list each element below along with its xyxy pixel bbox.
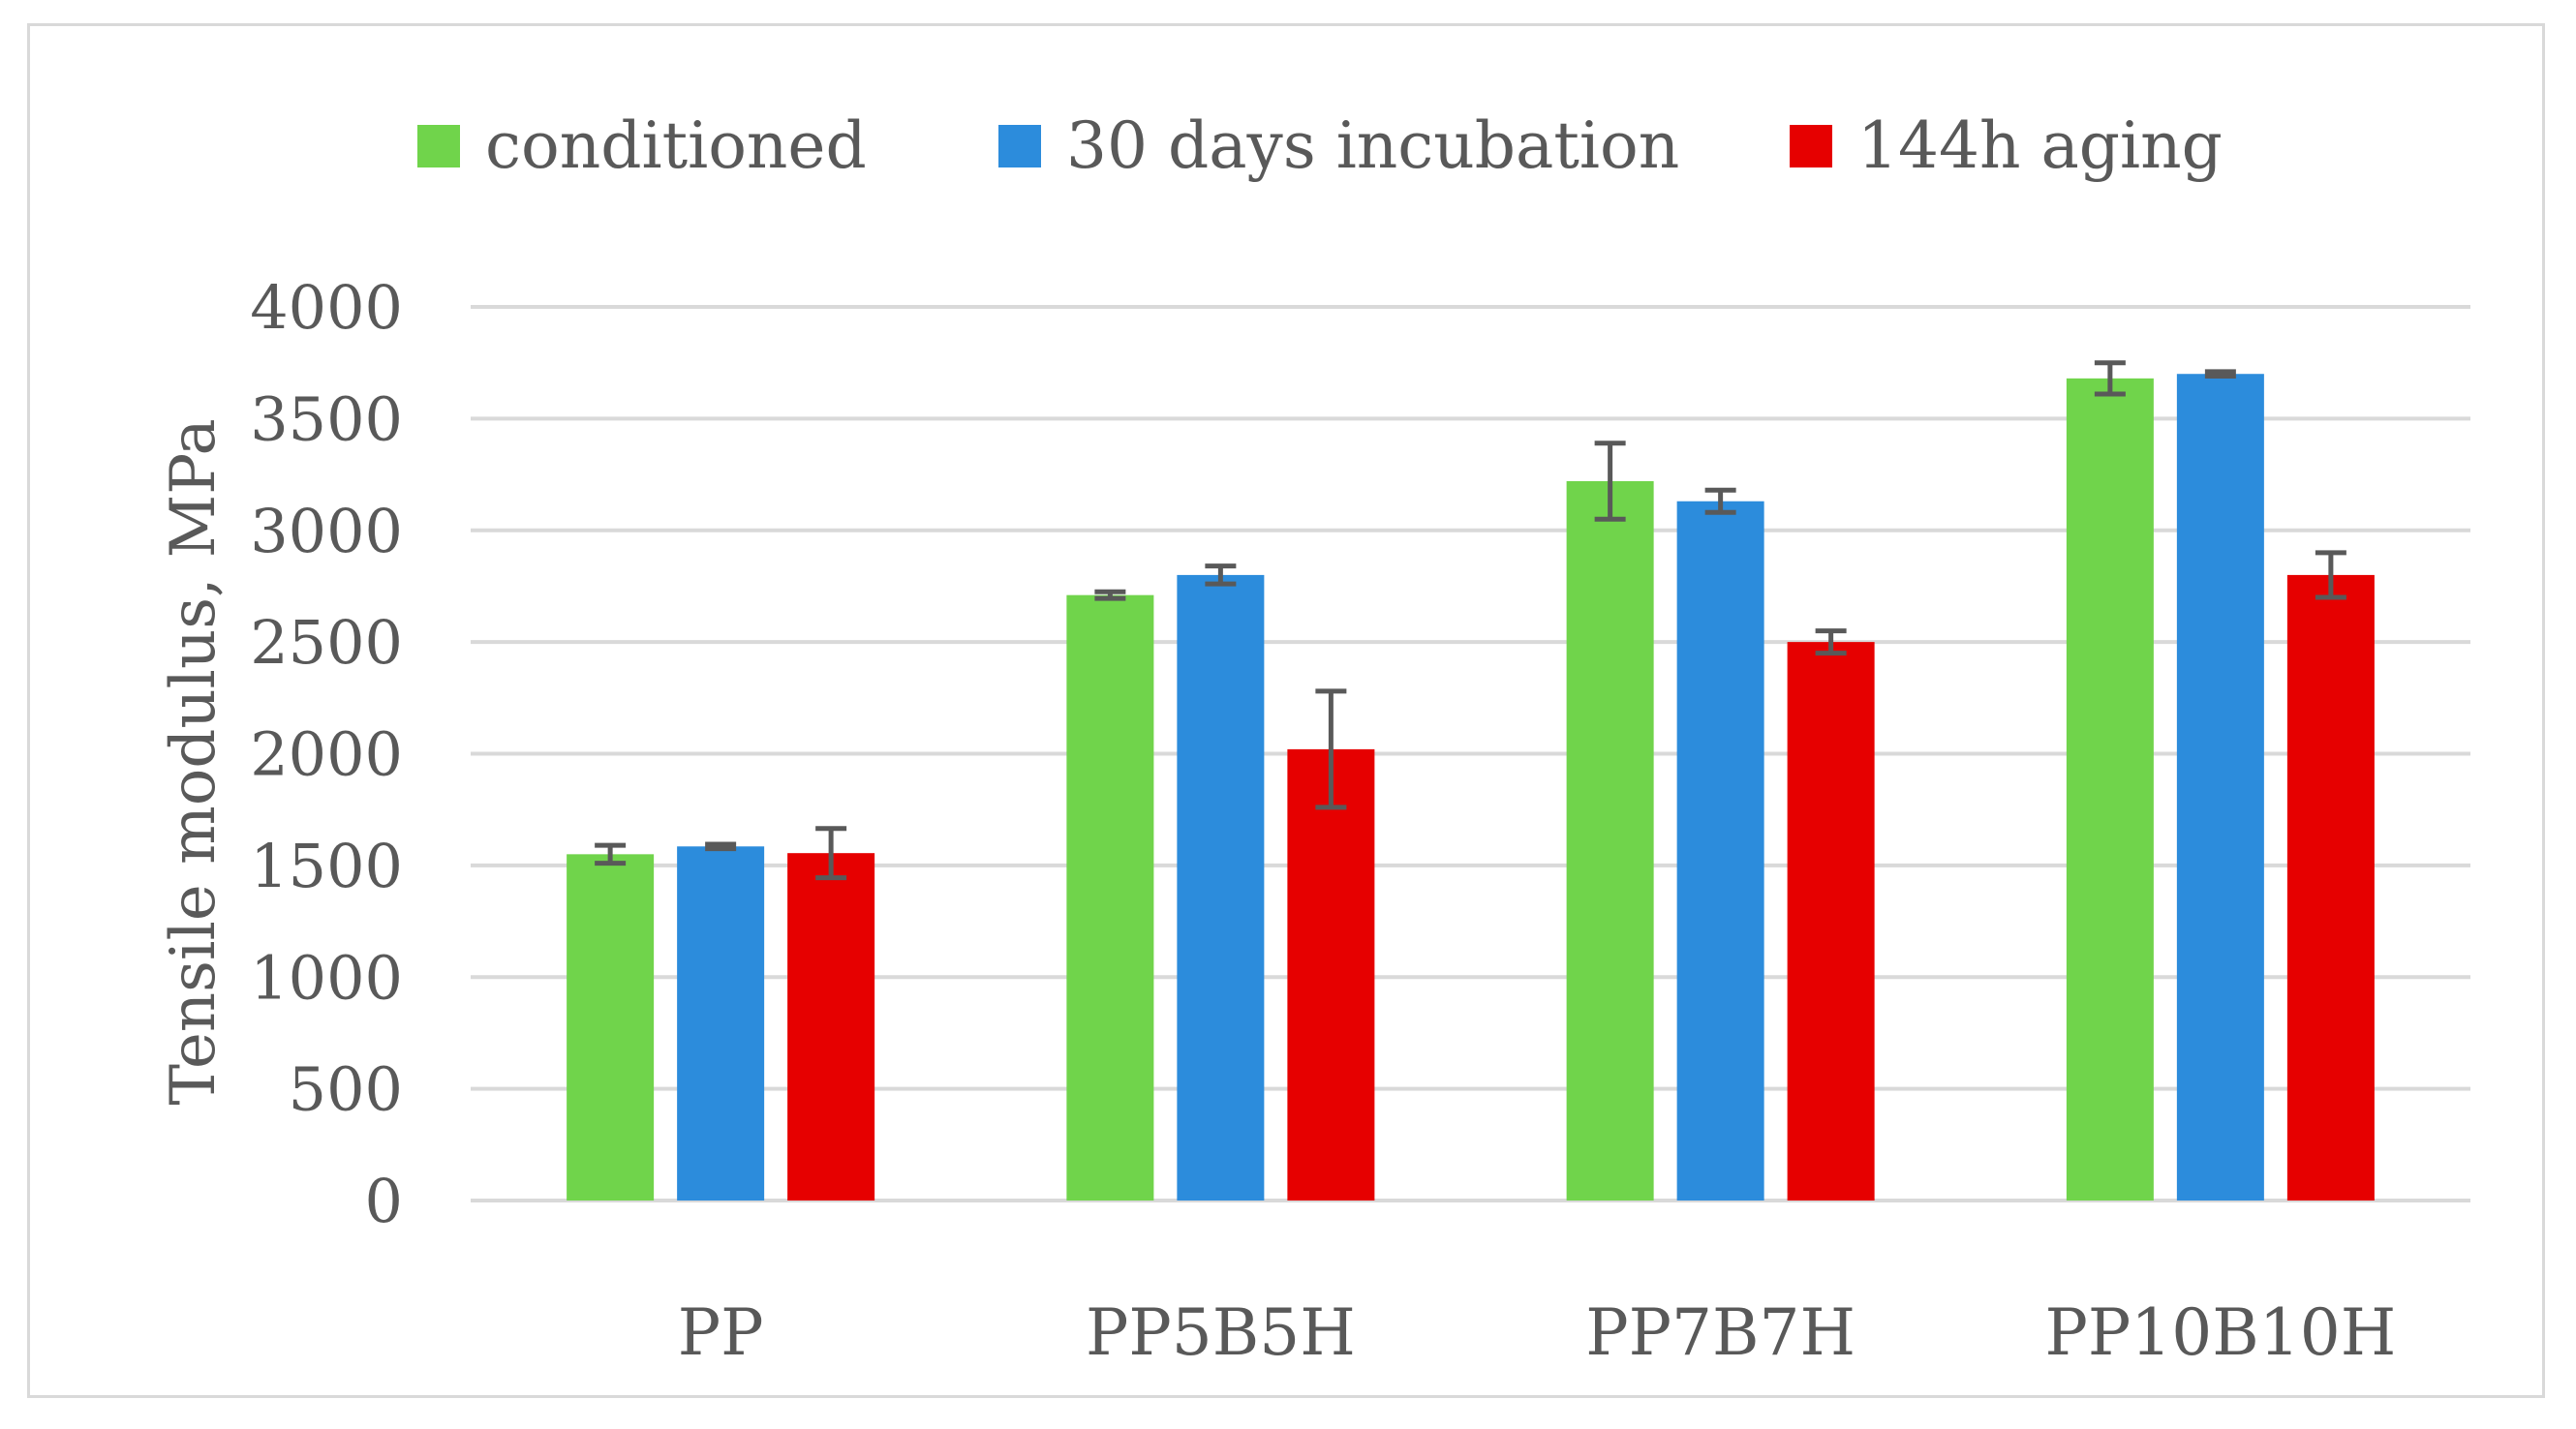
- bar-pp-30-days-incubation: [677, 846, 765, 1201]
- bar-chart: conditioned 30 days incubation 144h aging …: [158, 108, 2470, 1370]
- legend-swatch-conditioned: [417, 125, 460, 167]
- gridlines: [471, 305, 2470, 1202]
- bar-pp7b7h-144h-aging: [1787, 642, 1875, 1201]
- error-bar-pp-144h-aging: [815, 826, 847, 881]
- x-tick-label-pp10b10h: PP10B10H: [2044, 1295, 2396, 1370]
- legend-swatch-144h-aging: [1790, 125, 1832, 167]
- bar-pp10b10h-conditioned: [2066, 378, 2154, 1201]
- error-bar-pp10b10h-30-days-incubation: [2204, 369, 2236, 380]
- bar-pp7b7h-30-days-incubation: [1676, 501, 1764, 1201]
- legend-label-144h-aging: 144h aging: [1857, 108, 2223, 183]
- y-tick-label-3000: 3000: [250, 496, 403, 566]
- y-tick-label-3500: 3500: [250, 383, 403, 454]
- error-bar-pp5b5h-conditioned: [1094, 589, 1126, 601]
- error-bar-pp5b5h-30-days-incubation: [1205, 563, 1237, 587]
- y-tick-label-1500: 1500: [250, 831, 403, 901]
- bar-pp7b7h-conditioned: [1566, 480, 1654, 1201]
- bar-pp10b10h-144h-aging: [2286, 574, 2375, 1201]
- legend-swatch-30-days-incubation: [998, 125, 1041, 167]
- x-tick-label-pp5b5h: PP5B5H: [1086, 1295, 1356, 1370]
- y-tick-label-2500: 2500: [250, 607, 403, 678]
- y-tick-label-2000: 2000: [250, 719, 403, 790]
- error-bars: [595, 360, 2346, 881]
- x-tick-label-pp7b7h: PP7B7H: [1585, 1295, 1855, 1370]
- y-axis-title: Tensile modulus, MPa: [158, 418, 230, 1105]
- x-axis-labels: PP PP5B5H PP7B7H PP10B10H: [678, 1295, 2397, 1370]
- bar-pp5b5h-conditioned: [1066, 594, 1154, 1201]
- error-bar-pp7b7h-30-days-incubation: [1704, 487, 1736, 515]
- chart-frame: conditioned 30 days incubation 144h aging …: [27, 23, 2545, 1398]
- y-tick-label-1000: 1000: [250, 942, 403, 1013]
- bar-pp10b10h-30-days-incubation: [2176, 374, 2264, 1201]
- legend: conditioned 30 days incubation 144h aging: [417, 108, 2223, 183]
- bar-pp-144h-aging: [787, 853, 875, 1201]
- y-tick-label-0: 0: [365, 1166, 403, 1236]
- error-bar-pp-conditioned: [595, 842, 627, 867]
- error-bar-pp10b10h-conditioned: [2094, 360, 2126, 397]
- y-axis-ticks: 0 500 1000 1500 2000 2500 3000 3500 4000: [250, 272, 403, 1236]
- error-bar-pp7b7h-144h-aging: [1815, 628, 1847, 656]
- error-bar-pp-30-days-incubation: [705, 841, 737, 852]
- y-tick-label-500: 500: [289, 1054, 403, 1125]
- error-bar-pp10b10h-144h-aging: [2315, 550, 2346, 600]
- bar-pp5b5h-144h-aging: [1287, 748, 1375, 1201]
- bars: [567, 374, 2375, 1201]
- y-tick-label-4000: 4000: [250, 272, 403, 343]
- legend-label-30-days-incubation: 30 days incubation: [1066, 108, 1679, 183]
- error-bar-pp7b7h-conditioned: [1594, 441, 1626, 522]
- bar-pp5b5h-30-days-incubation: [1177, 574, 1265, 1201]
- bar-pp-conditioned: [567, 854, 655, 1201]
- x-tick-label-pp: PP: [678, 1295, 764, 1370]
- error-bar-pp5b5h-144h-aging: [1315, 688, 1347, 810]
- legend-label-conditioned: conditioned: [485, 108, 867, 183]
